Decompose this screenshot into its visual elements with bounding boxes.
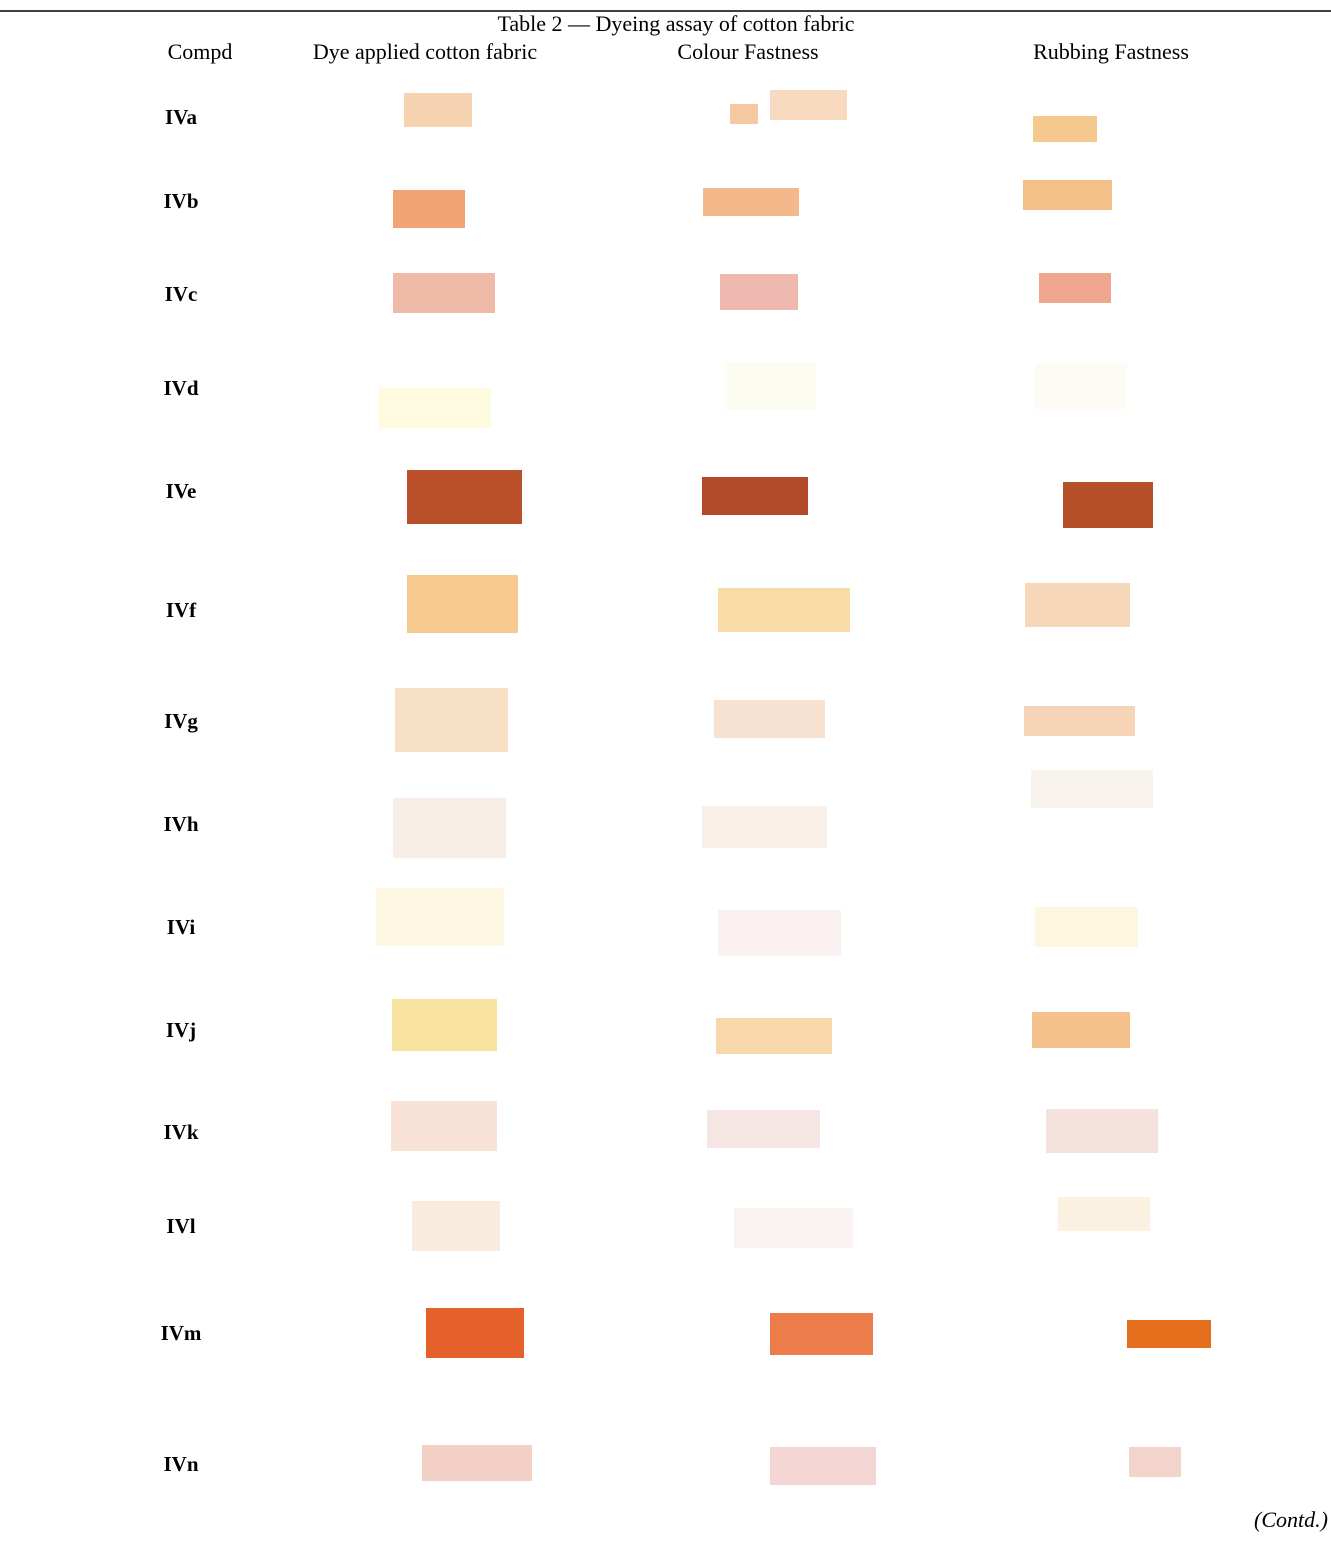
fabric-swatch bbox=[426, 1308, 524, 1358]
fabric-swatch bbox=[376, 888, 504, 946]
fabric-swatch bbox=[1024, 706, 1135, 736]
fabric-swatch bbox=[1035, 363, 1127, 409]
fabric-swatch bbox=[724, 362, 816, 410]
fabric-swatch bbox=[1058, 1197, 1150, 1231]
footer: (Contd.) bbox=[1254, 1507, 1328, 1532]
fabric-swatch bbox=[1032, 1012, 1130, 1048]
fabric-swatch bbox=[718, 910, 841, 956]
fabric-swatch bbox=[393, 798, 506, 858]
compound-label: IVj bbox=[166, 1018, 196, 1042]
fabric-swatch bbox=[407, 575, 518, 633]
compound-label: IVm bbox=[161, 1321, 202, 1345]
fabric-swatch bbox=[702, 806, 827, 848]
fabric-swatch bbox=[393, 190, 465, 228]
fabric-swatch bbox=[412, 1201, 500, 1251]
column-header: Colour Fastness bbox=[677, 39, 818, 64]
fabric-swatch bbox=[407, 470, 522, 524]
fabric-swatch bbox=[718, 588, 850, 632]
fabric-swatch bbox=[391, 1101, 497, 1151]
table-title: Table 2 — Dyeing assay of cotton fabric bbox=[497, 11, 854, 36]
compound-label: IVg bbox=[164, 709, 198, 733]
fabric-swatch bbox=[1033, 116, 1097, 142]
compound-label: IVn bbox=[163, 1452, 198, 1476]
fabric-swatch bbox=[716, 1018, 832, 1054]
fabric-swatch bbox=[714, 700, 825, 738]
column-header: Compd bbox=[168, 39, 233, 64]
compound-label: IVa bbox=[165, 105, 197, 129]
fabric-swatch bbox=[1025, 583, 1130, 627]
compound-label: IVl bbox=[166, 1214, 195, 1238]
column-header: Dye applied cotton fabric bbox=[313, 39, 537, 64]
fabric-swatch bbox=[378, 388, 491, 428]
fabric-swatch bbox=[770, 1447, 876, 1485]
fabric-swatch bbox=[422, 1445, 532, 1481]
fabric-swatch bbox=[702, 477, 808, 515]
fabric-swatch bbox=[395, 688, 508, 752]
fabric-swatch bbox=[703, 188, 799, 216]
fabric-swatch bbox=[1023, 180, 1112, 210]
fabric-swatch bbox=[1129, 1447, 1181, 1477]
fabric-swatch bbox=[1127, 1320, 1211, 1348]
compound-label: IVk bbox=[163, 1120, 198, 1144]
fabric-swatch bbox=[734, 1208, 853, 1248]
fabric-swatch bbox=[770, 1313, 873, 1355]
fabric-swatch bbox=[770, 90, 847, 120]
fabric-swatch bbox=[707, 1110, 820, 1148]
compound-label: IVd bbox=[163, 376, 198, 400]
compound-label: IVe bbox=[166, 479, 197, 503]
fabric-swatch bbox=[1031, 770, 1153, 808]
compound-label: IVb bbox=[163, 189, 198, 213]
column-header: Rubbing Fastness bbox=[1033, 39, 1189, 64]
fabric-swatch bbox=[1035, 907, 1138, 947]
fabric-swatch bbox=[1039, 273, 1111, 303]
fabric-swatch bbox=[392, 999, 497, 1051]
compound-label: IVi bbox=[167, 915, 196, 939]
fabric-swatch bbox=[730, 104, 758, 124]
compound-label: IVh bbox=[163, 812, 198, 836]
fabric-swatch bbox=[393, 273, 495, 313]
fabric-swatch bbox=[1046, 1109, 1158, 1153]
fabric-swatch bbox=[1063, 482, 1153, 528]
fabric-swatch bbox=[720, 274, 798, 310]
compound-label: IVf bbox=[166, 598, 197, 622]
compound-label: IVc bbox=[165, 282, 198, 306]
fabric-swatch bbox=[404, 93, 472, 127]
